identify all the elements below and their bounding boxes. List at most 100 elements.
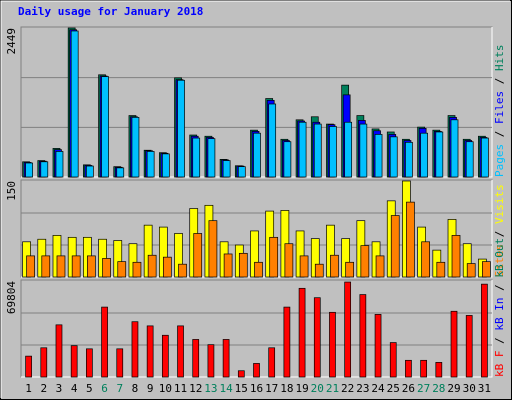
x-tick-label: 7 — [116, 382, 123, 395]
bar — [254, 261, 263, 278]
legend-entry: kB Out — [493, 238, 506, 278]
bar — [268, 347, 276, 378]
plot-area — [20, 279, 493, 378]
bar — [389, 342, 397, 378]
bar — [465, 315, 473, 378]
x-tick-label: 27 — [417, 382, 430, 395]
bar — [101, 76, 109, 178]
legend-separator: / — [493, 224, 506, 244]
bar — [56, 255, 66, 278]
x-tick-label: 28 — [432, 382, 445, 395]
x-tick-label: 24 — [371, 382, 385, 395]
bar — [223, 253, 233, 278]
bar — [40, 347, 48, 378]
legend-entry: kB F — [493, 351, 506, 378]
bar — [55, 324, 63, 378]
x-tick-label: 2 — [40, 382, 47, 395]
x-tick-label: 4 — [71, 382, 78, 395]
bar — [26, 255, 35, 278]
x-tick-label: 19 — [295, 382, 308, 395]
chart-title: Daily usage for January 2018 — [18, 5, 203, 18]
bar — [40, 161, 49, 178]
bar — [313, 297, 321, 378]
bar — [147, 254, 157, 278]
x-tick-label: 23 — [356, 382, 369, 395]
bar — [450, 119, 459, 178]
bar — [374, 134, 383, 178]
bar — [70, 345, 78, 378]
bar — [192, 137, 201, 178]
legend-entry: Visits — [493, 184, 506, 224]
bar — [177, 325, 184, 378]
legend-entry: Hits — [493, 45, 506, 72]
bar — [161, 334, 169, 378]
bar — [405, 141, 413, 178]
bar — [146, 325, 154, 378]
bar — [253, 132, 261, 178]
bar — [344, 281, 352, 378]
legend-entry: Sites — [493, 244, 506, 277]
bar — [131, 321, 139, 378]
bar — [345, 261, 355, 278]
legend: kB F / kB In / kB Out — [493, 238, 506, 377]
bar — [450, 310, 458, 378]
bar — [359, 123, 368, 178]
bar — [162, 256, 172, 278]
x-tick-label: 31 — [478, 382, 491, 395]
bar — [330, 254, 339, 278]
x-tick-label: 22 — [341, 382, 354, 395]
bar — [161, 153, 170, 178]
x-tick-label: 20 — [311, 382, 324, 395]
legend-entry: Files — [493, 91, 506, 124]
bar — [25, 162, 33, 178]
bar — [421, 241, 430, 278]
x-tick-label: 12 — [189, 382, 202, 395]
legend-separator: / — [493, 331, 506, 351]
bar — [344, 121, 353, 178]
bar — [208, 220, 218, 278]
bar — [359, 294, 367, 378]
bar — [435, 131, 444, 178]
bar — [360, 245, 370, 278]
bar — [87, 255, 96, 278]
bar — [237, 370, 245, 378]
x-tick-label: 10 — [159, 382, 172, 395]
bar — [207, 344, 215, 378]
bar — [177, 79, 185, 178]
x-tick-label: 3 — [56, 382, 63, 395]
bar — [406, 201, 415, 278]
x-tick-label: 5 — [86, 382, 93, 395]
bar — [116, 167, 125, 178]
bar — [238, 252, 248, 278]
x-tick-label: 17 — [265, 382, 278, 395]
bar — [420, 359, 427, 378]
y-tick-label: 150 — [5, 181, 18, 201]
bar — [222, 339, 230, 378]
bar — [482, 261, 491, 278]
legend-entry: kB In — [493, 298, 506, 331]
bar — [435, 362, 443, 378]
x-tick-label: 13 — [204, 382, 217, 395]
x-tick-label: 11 — [174, 382, 187, 395]
bar — [25, 355, 32, 378]
legend-separator: / — [493, 71, 506, 91]
bar — [313, 123, 322, 178]
bar — [207, 138, 216, 178]
x-tick-label: 16 — [250, 382, 263, 395]
bar — [420, 132, 428, 178]
x-tick-label: 8 — [132, 382, 139, 395]
x-tick-label: 9 — [147, 382, 154, 395]
y-tick-label: 69804 — [5, 281, 18, 314]
x-tick-label: 30 — [463, 382, 476, 395]
bar — [269, 236, 279, 278]
legend: Sites / Visits — [493, 184, 506, 277]
bar — [329, 126, 337, 178]
bar — [283, 141, 292, 178]
bar — [390, 215, 400, 278]
bar — [298, 287, 306, 378]
bar — [481, 137, 489, 178]
x-tick-label: 21 — [326, 382, 339, 395]
bar — [70, 30, 79, 178]
bar — [86, 348, 93, 378]
